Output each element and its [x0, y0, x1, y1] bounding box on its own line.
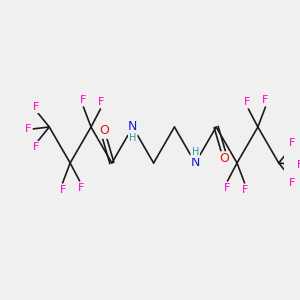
Text: F: F: [25, 124, 32, 134]
Text: F: F: [80, 95, 87, 105]
Text: H: H: [192, 147, 199, 157]
Text: F: F: [98, 97, 105, 107]
Text: N: N: [190, 157, 200, 169]
Text: F: F: [77, 183, 84, 193]
Text: F: F: [262, 95, 268, 105]
Text: F: F: [244, 97, 250, 107]
Text: F: F: [289, 178, 295, 188]
Text: F: F: [33, 102, 39, 112]
Text: H: H: [129, 133, 136, 143]
Text: F: F: [289, 138, 295, 148]
Text: F: F: [296, 160, 300, 170]
Text: F: F: [59, 185, 66, 195]
Text: N: N: [128, 121, 137, 134]
Text: F: F: [224, 183, 230, 193]
Text: O: O: [99, 124, 109, 137]
Text: F: F: [33, 142, 39, 152]
Text: F: F: [242, 185, 248, 195]
Text: O: O: [219, 152, 229, 166]
